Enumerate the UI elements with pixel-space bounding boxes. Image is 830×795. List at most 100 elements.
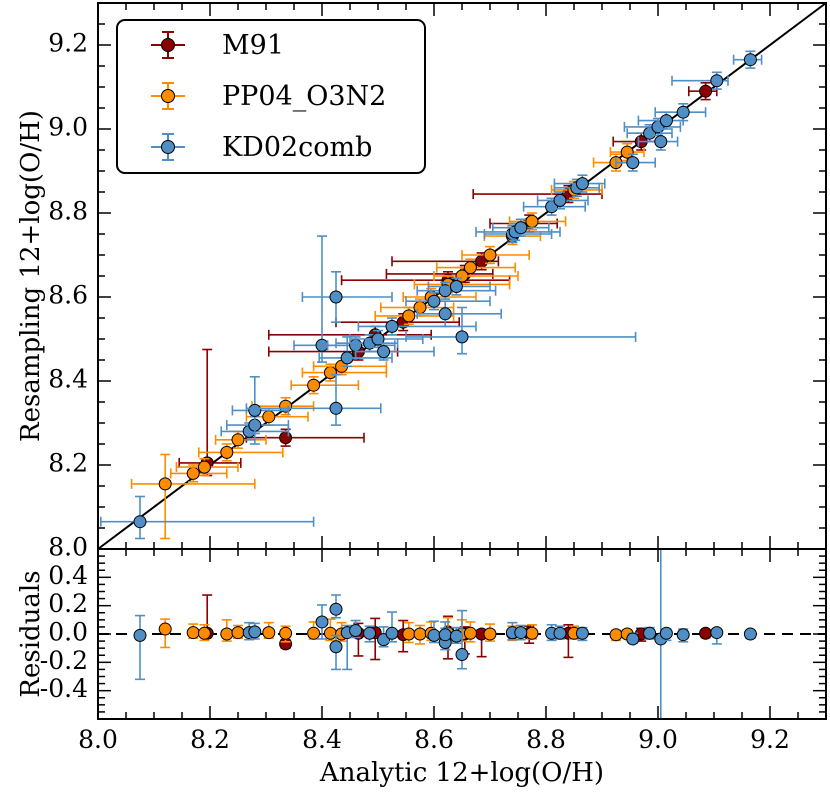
residual-marker xyxy=(710,626,724,640)
residual-point xyxy=(575,626,589,642)
residual-point xyxy=(307,621,321,640)
x-tick-label: 8.0 xyxy=(78,725,118,754)
residual-marker xyxy=(575,626,589,640)
legend-marker xyxy=(161,140,175,154)
legend-label: PP04_O3N2 xyxy=(222,81,386,112)
residual-point xyxy=(231,624,245,640)
x-tick-label: 9.2 xyxy=(750,725,790,754)
residual-point xyxy=(427,620,441,644)
residual-marker xyxy=(427,628,441,642)
data-point xyxy=(405,291,491,311)
data-point xyxy=(170,464,228,483)
residual-series-kd02comb xyxy=(133,549,757,719)
data-marker xyxy=(262,410,276,424)
data-marker xyxy=(329,401,343,415)
legend-entry-pp04-o3n2: PP04_O3N2 xyxy=(151,81,386,112)
series-kd02comb xyxy=(100,50,763,540)
residual-marker xyxy=(248,625,262,639)
residual-marker xyxy=(659,626,673,640)
data-point xyxy=(198,443,284,462)
residual-marker xyxy=(231,626,245,640)
x-tick-label: 8.8 xyxy=(526,725,566,754)
y-tick-label: 8.0 xyxy=(48,533,88,562)
data-point xyxy=(461,245,531,265)
residual-marker xyxy=(525,626,539,640)
residual-point xyxy=(133,614,147,681)
residual-marker xyxy=(197,626,211,640)
residual-marker xyxy=(329,602,343,616)
main-series-layer xyxy=(100,50,763,540)
data-marker xyxy=(385,319,399,333)
residual-marker xyxy=(514,626,528,640)
residual-marker xyxy=(315,615,329,629)
residual-point xyxy=(158,618,172,649)
residual-point xyxy=(402,621,416,644)
legend-marker xyxy=(161,38,175,52)
residual-marker xyxy=(553,626,567,640)
residual-marker xyxy=(133,628,147,642)
legend: M91 PP04_O3N2 KD02comb xyxy=(116,19,426,174)
residual-point xyxy=(609,628,623,642)
legend-label: KD02comb xyxy=(222,132,372,163)
y-tick-label: 8.6 xyxy=(48,281,88,310)
data-marker xyxy=(315,338,329,352)
residual-marker xyxy=(220,627,234,641)
data-point xyxy=(214,430,267,450)
residual-point xyxy=(659,626,673,642)
residual-marker xyxy=(609,628,623,642)
data-marker xyxy=(620,145,634,159)
residual-point xyxy=(483,623,497,642)
residual-y-tick-label: 0.0 xyxy=(48,618,88,647)
data-marker xyxy=(307,378,321,392)
residual-point xyxy=(197,623,211,642)
x-tick-label: 9.0 xyxy=(638,725,678,754)
x-axis-label: Analytic 12+log(O/H) xyxy=(319,758,604,788)
residual-series-pp04-o3n2 xyxy=(158,616,634,649)
data-point xyxy=(427,277,491,296)
main-y-axis-label: Resampling 12+log(O/H) xyxy=(16,110,46,442)
residual-point xyxy=(643,626,657,640)
data-marker xyxy=(413,301,427,314)
data-marker xyxy=(279,431,293,445)
data-point xyxy=(245,373,382,426)
residual-y-axis-label: Residuals xyxy=(16,570,46,697)
data-marker xyxy=(197,460,211,474)
residual-marker xyxy=(438,628,452,642)
residual-point xyxy=(676,628,690,643)
data-marker xyxy=(514,221,528,235)
data-marker xyxy=(438,284,452,298)
data-point xyxy=(357,317,477,336)
data-point xyxy=(175,457,239,477)
residual-point xyxy=(514,624,528,641)
residual-point xyxy=(463,621,477,643)
data-marker xyxy=(158,477,172,491)
residual-marker xyxy=(463,626,477,640)
residual-point xyxy=(315,604,329,640)
residual-marker xyxy=(385,626,399,640)
data-marker xyxy=(323,366,337,380)
legend-entry-kd02comb: KD02comb xyxy=(151,132,372,163)
data-marker xyxy=(743,53,757,67)
data-point xyxy=(301,363,388,382)
residual-marker xyxy=(676,628,690,642)
main-axis-ticks: 8.0 8.2 8.4 8.6 8.8 9.0 9.2 xyxy=(48,2,827,562)
data-marker xyxy=(483,248,497,262)
data-marker xyxy=(455,330,469,344)
data-marker xyxy=(231,433,245,447)
residual-marker xyxy=(483,627,497,641)
data-marker xyxy=(186,466,200,480)
residual-point xyxy=(329,634,343,671)
data-marker xyxy=(626,156,640,170)
data-marker xyxy=(402,309,416,323)
residual-axis-ticks: -0.4-0.20.00.20.4 8.0 8.2 8.4 8.6 8.8 9.0 9.2 xyxy=(40,548,827,754)
data-marker xyxy=(463,261,477,275)
legend-label: M91 xyxy=(222,30,284,61)
x-tick-label: 8.4 xyxy=(302,725,342,754)
residual-point xyxy=(349,619,363,639)
residual-marker xyxy=(455,648,469,662)
residual-point xyxy=(262,621,276,640)
data-marker xyxy=(553,193,567,207)
data-point xyxy=(231,375,290,445)
data-marker xyxy=(371,332,385,346)
